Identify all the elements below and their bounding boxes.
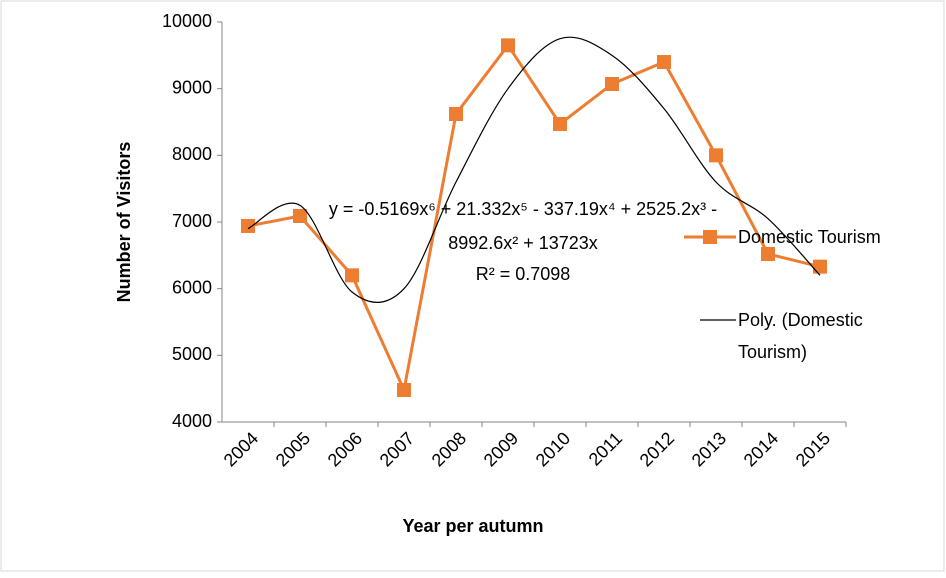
marker — [449, 107, 463, 121]
series-line — [247, 42, 821, 395]
legend-entry: Domestic Tourism — [738, 227, 881, 247]
y-tick-label: 5000 — [172, 344, 212, 364]
y-tick-label: 8000 — [172, 144, 212, 164]
marker — [657, 55, 671, 69]
trend-equation: y = -0.5169x⁶ + 21.332x⁵ - 337.19x⁴ + 25… — [329, 199, 717, 219]
marker — [709, 148, 723, 163]
trend-line — [247, 36, 821, 303]
legend-marker — [703, 230, 717, 244]
marker — [501, 38, 515, 53]
legend-entry: Poly. (Domestic Tourism) — [738, 310, 863, 362]
y-tick-label: 10000 — [162, 11, 212, 31]
marker — [553, 117, 567, 131]
y-tick-label: 6000 — [172, 277, 212, 297]
marker — [605, 77, 619, 91]
marker — [813, 259, 827, 274]
x-axis-title: Year per autumn — [402, 516, 543, 536]
marker — [241, 219, 255, 233]
y-tick-label: 7000 — [172, 211, 212, 231]
legend-label: Poly. (Domestic Tourism) — [738, 310, 863, 362]
y-axis-title: Number of Visitors — [114, 142, 134, 303]
legend-label: Domestic Tourism — [738, 227, 881, 247]
marker — [293, 209, 307, 223]
marker — [761, 247, 775, 261]
y-tick-label: 4000 — [172, 411, 212, 431]
trend-equation: 8992.6x² + 13723x — [448, 233, 598, 253]
y-tick-label: 9000 — [172, 77, 212, 97]
marker — [397, 383, 411, 397]
marker — [345, 268, 359, 283]
trend-equation: R² = 0.7098 — [476, 264, 571, 284]
